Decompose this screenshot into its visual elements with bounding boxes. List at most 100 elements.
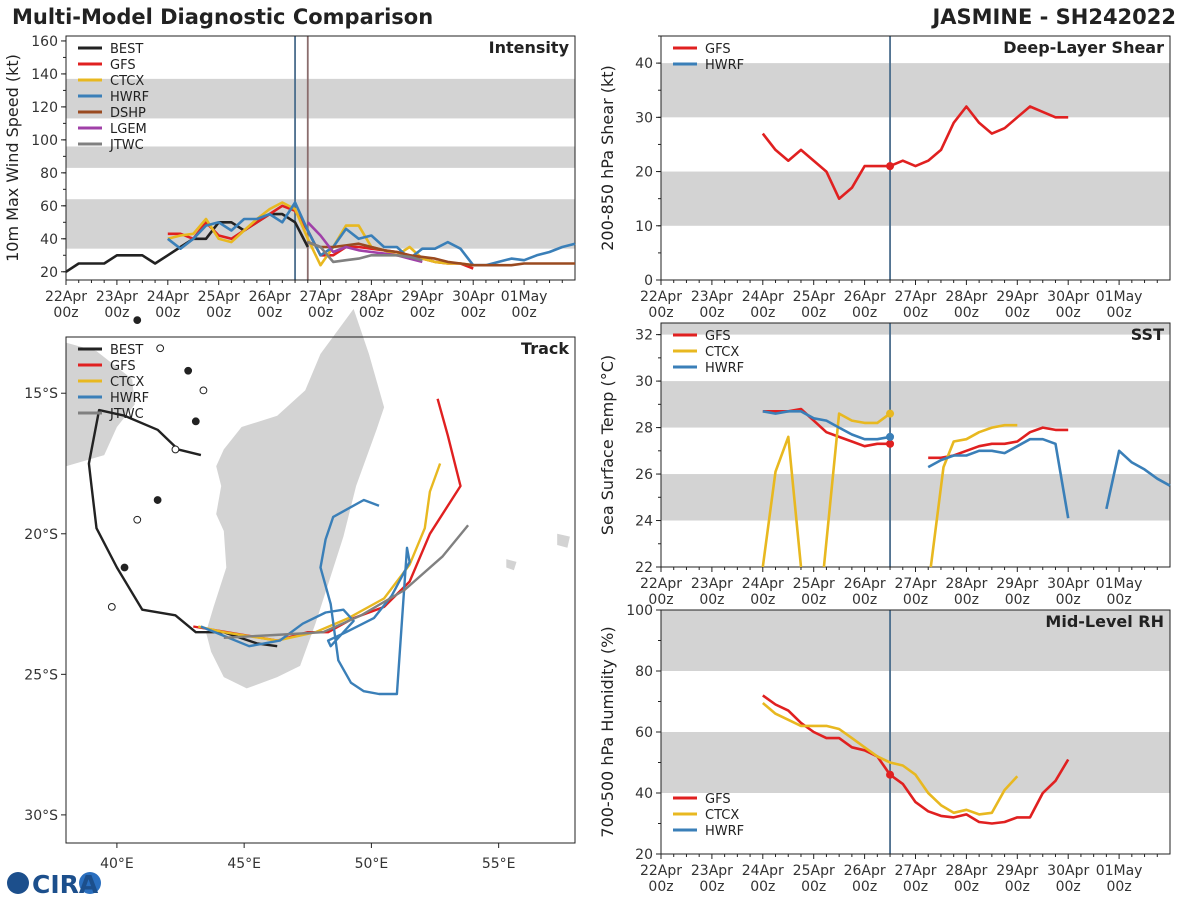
shade-band: [66, 199, 575, 249]
legend-label: CTCX: [705, 808, 739, 823]
x-tick-label-date: 27Apr: [894, 863, 936, 879]
legend-label: CTCX: [110, 375, 144, 390]
legend-label: DSHP: [110, 106, 146, 121]
x-tick-label-hour: 00z: [155, 305, 180, 321]
x-tick-label-hour: 00z: [512, 305, 537, 321]
legend-label: CTCX: [110, 74, 144, 89]
x-tick-label-hour: 00z: [801, 592, 826, 608]
axes-frame: [65, 336, 576, 844]
x-tick-label-date: 25Apr: [198, 289, 240, 305]
shear-panel: 01020304022Apr00z23Apr00z24Apr00z25Apr00…: [598, 35, 1171, 321]
y-tick-label: 40: [40, 232, 58, 248]
rh-panel: 2040608010022Apr00z23Apr00z24Apr00z25Apr…: [598, 603, 1171, 895]
x-tick-label-date: 29Apr: [996, 576, 1038, 592]
y-tick-label: 100: [31, 133, 58, 149]
x-tick-label: 50°E: [355, 856, 389, 872]
shade-band: [661, 610, 1170, 671]
x-tick-label-date: 01May: [1096, 289, 1143, 305]
x-tick-label-hour: 00z: [1107, 592, 1132, 608]
x-tick-label-date: 29Apr: [996, 863, 1038, 879]
y-tick-label: 30: [635, 110, 653, 126]
x-tick-label-date: 30Apr: [1047, 576, 1089, 592]
x-tick-label-date: 25Apr: [793, 576, 835, 592]
x-tick-label-hour: 00z: [852, 305, 877, 321]
x-tick-label-date: 22Apr: [640, 576, 682, 592]
x-tick-label-hour: 00z: [461, 305, 486, 321]
series-line-ctcx: [761, 435, 803, 568]
y-tick-label: 120: [31, 100, 58, 116]
y-tick-label: 40: [635, 786, 653, 802]
legend-label: GFS: [110, 58, 136, 73]
y-tick-label: 32: [635, 328, 653, 344]
x-tick-label-hour: 00z: [750, 592, 775, 608]
x-tick-label-date: 23Apr: [691, 863, 733, 879]
y-axis-label: Sea Surface Temp (°C): [598, 355, 617, 535]
sst-panel: 22242628303222Apr00z23Apr00z24Apr00z25Ap…: [598, 322, 1171, 608]
series-line-ctcx: [761, 702, 1019, 816]
shade-band: [661, 171, 1170, 226]
x-tick-label-hour: 00z: [801, 879, 826, 895]
series-line-hwrf: [927, 437, 1070, 519]
storm-id: JASMINE - SH242022: [930, 5, 1176, 29]
legend-label: CTCX: [705, 345, 739, 360]
x-tick-label-date: 23Apr: [96, 289, 138, 305]
x-tick-label-date: 27Apr: [894, 576, 936, 592]
series-line-dshp: [307, 240, 575, 267]
x-tick-label-hour: 00z: [954, 879, 979, 895]
x-tick-label-date: 24Apr: [742, 863, 784, 879]
x-tick-label-date: 23Apr: [691, 576, 733, 592]
y-axis-label: 700-500 hPa Humidity (%): [598, 626, 617, 837]
legend-label: HWRF: [705, 824, 744, 839]
init-marker-hwrf: [886, 432, 895, 441]
track-point: [171, 445, 180, 454]
logo-text: CIRA: [32, 870, 99, 899]
x-tick-label-date: 22Apr: [45, 289, 87, 305]
shade-band: [661, 732, 1170, 793]
x-tick-label-hour: 00z: [801, 305, 826, 321]
x-tick-label-date: 30Apr: [1047, 863, 1089, 879]
y-tick-label: 10: [635, 219, 653, 235]
track-point: [133, 316, 142, 325]
y-tick-label: 80: [635, 664, 653, 680]
shade-band: [66, 78, 575, 119]
x-tick-label-date: 23Apr: [691, 289, 733, 305]
init-marker-gfs: [886, 770, 895, 779]
y-tick-label: 60: [635, 725, 653, 741]
x-tick-label-hour: 00z: [852, 879, 877, 895]
shade-band: [661, 323, 1170, 335]
x-tick-label-hour: 00z: [699, 879, 724, 895]
figure-title: Multi-Model Diagnostic Comparison: [12, 5, 433, 29]
track-panel: 40°E 45°E 50°E 55°E 15°S 20°S 25°S 30°S Track BES…: [24, 308, 576, 872]
legend-label: GFS: [705, 792, 731, 807]
legend-label: HWRF: [705, 361, 744, 376]
init-marker-gfs: [886, 162, 895, 171]
y-tick-label: 20°S: [24, 527, 58, 543]
series-line-ctcx: [167, 201, 474, 267]
x-tick-label-hour: 00z: [1005, 879, 1030, 895]
x-tick-label-date: 28Apr: [945, 289, 987, 305]
y-tick-label: 24: [635, 514, 653, 530]
x-tick-label-hour: 00z: [1056, 879, 1081, 895]
x-tick-label-hour: 00z: [750, 305, 775, 321]
panel-title: Deep-Layer Shear: [1003, 38, 1164, 57]
x-tick-label-hour: 00z: [1056, 305, 1081, 321]
series-line-jtwc: [307, 240, 423, 264]
track-point: [133, 515, 142, 524]
x-tick-label-date: 27Apr: [299, 289, 341, 305]
x-tick-label-hour: 00z: [53, 305, 78, 321]
x-tick-label-date: 26Apr: [844, 289, 886, 305]
series-line-hwrf: [1105, 449, 1171, 510]
series-line-ctcx: [822, 412, 891, 568]
y-tick-label: 140: [31, 67, 58, 83]
mauritius-island: [557, 533, 570, 548]
x-tick-label: 45°E: [227, 856, 261, 872]
series-line-ctcx: [929, 423, 1018, 568]
x-tick-label-hour: 00z: [699, 592, 724, 608]
y-tick-label: 80: [40, 166, 58, 182]
x-tick-label-date: 25Apr: [793, 863, 835, 879]
reunion-island: [506, 559, 517, 571]
x-tick-label-hour: 00z: [954, 592, 979, 608]
x-tick-label-hour: 00z: [648, 879, 673, 895]
x-tick-label-hour: 00z: [903, 305, 928, 321]
init-marker-ctcx: [886, 409, 895, 418]
